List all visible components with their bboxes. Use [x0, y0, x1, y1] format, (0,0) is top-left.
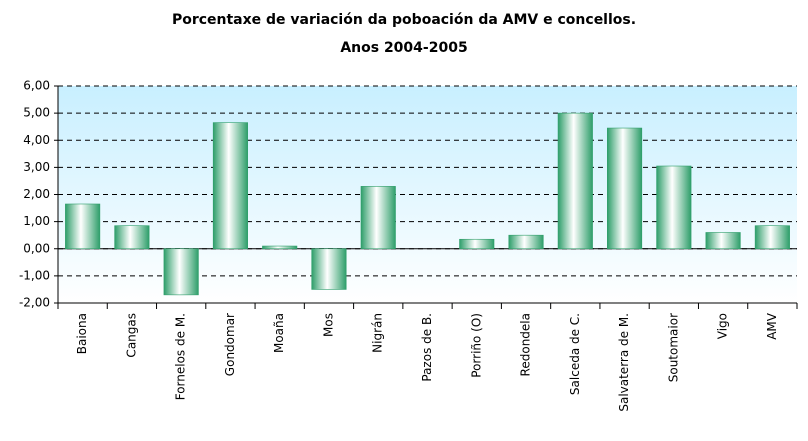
bar	[557, 112, 593, 250]
x-tick-label: Gondomar	[223, 313, 237, 376]
x-tick-label: Baiona	[75, 313, 89, 354]
x-tick-label: Redondela	[519, 313, 533, 376]
x-tick-label: Pazos de B.	[420, 313, 434, 382]
bar	[65, 203, 101, 250]
x-tick-label: Salceda de C.	[568, 313, 582, 395]
bar	[360, 186, 396, 250]
x-tick-label: Soutomaior	[666, 313, 680, 382]
bar	[705, 232, 741, 250]
bar	[212, 122, 248, 250]
x-tick-label: Moaña	[272, 313, 286, 353]
chart-subtitle: Anos 2004-2005	[340, 40, 467, 56]
x-tick-label: Fornelos de M.	[174, 313, 188, 400]
bar	[459, 238, 495, 250]
y-tick-label: -2,00	[19, 296, 50, 310]
y-tick-label: 2,00	[23, 187, 50, 201]
x-tick-label: Vigo	[716, 313, 730, 339]
x-tick-label: Porriño (O)	[469, 313, 483, 378]
bar	[163, 248, 199, 296]
x-tick-label: Nigrán	[371, 313, 385, 353]
bar	[508, 234, 544, 250]
x-tick-label: Cangas	[124, 313, 138, 358]
x-tick-label: AMV	[765, 312, 779, 340]
y-tick-label: 6,00	[23, 79, 50, 93]
bar	[754, 225, 790, 250]
bar	[656, 165, 692, 250]
y-tick-label: 3,00	[23, 160, 50, 174]
bar	[311, 248, 347, 290]
y-tick-label: 5,00	[23, 106, 50, 120]
y-tick-label: 1,00	[23, 214, 50, 228]
x-tick-label: Mos	[321, 313, 335, 337]
bar	[114, 225, 150, 250]
bar	[607, 127, 643, 250]
bar	[262, 245, 298, 250]
y-tick-label: -1,00	[19, 268, 50, 282]
chart-title: Porcentaxe de variación da poboación da …	[172, 12, 636, 28]
y-tick-label: 0,00	[23, 241, 50, 255]
x-tick-label: Salvaterra de M.	[617, 313, 631, 412]
y-tick-label: 4,00	[23, 133, 50, 147]
